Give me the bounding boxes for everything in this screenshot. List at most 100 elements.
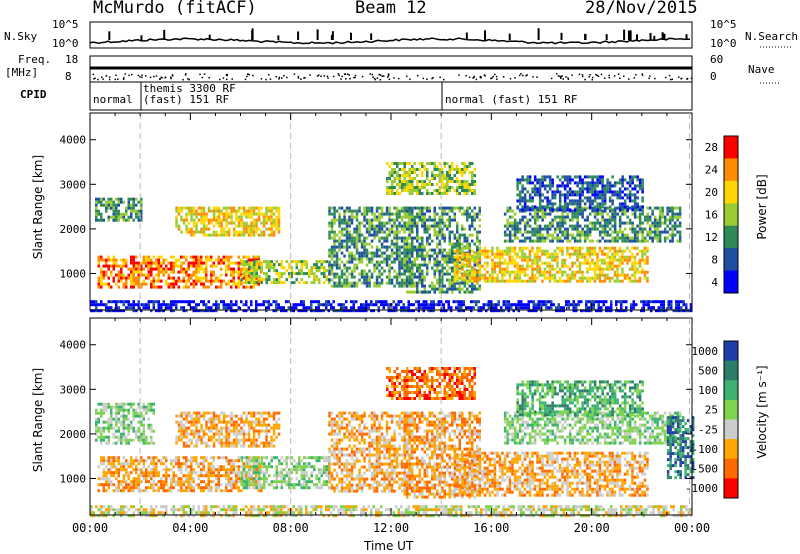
echo-cell — [643, 239, 647, 243]
echo-cell — [200, 221, 203, 225]
echo-cell — [623, 255, 627, 259]
echo-cell — [343, 278, 346, 282]
echo-cell — [486, 276, 489, 280]
echo-cell — [310, 309, 313, 313]
echo-cell — [408, 221, 411, 225]
echo-cell — [631, 279, 634, 283]
echo-cell — [586, 236, 589, 240]
echo-cell — [556, 252, 559, 256]
echo-cell — [643, 246, 647, 250]
echo-cell — [613, 236, 617, 240]
echo-cell — [422, 300, 425, 304]
echo-cell — [411, 183, 414, 186]
echo-cell — [546, 190, 549, 194]
echo-cell — [132, 264, 135, 268]
echo-cell — [177, 227, 181, 231]
echo-cell — [510, 303, 513, 307]
echo-cell — [506, 227, 509, 231]
echo-cell — [395, 248, 399, 252]
echo-cell — [375, 218, 379, 222]
echo-cell — [581, 252, 584, 256]
echo-cell — [185, 255, 188, 259]
echo-cell — [585, 300, 588, 304]
echo-cell — [262, 215, 266, 219]
echo-cell — [365, 227, 369, 231]
echo-cell — [185, 282, 188, 286]
echo-cell — [493, 255, 497, 259]
echo-cell — [628, 184, 632, 188]
nave-dot — [149, 76, 152, 79]
echo-cell — [122, 261, 125, 265]
echo-cell — [197, 303, 200, 307]
echo-cell — [345, 242, 349, 246]
echo-cell — [165, 279, 168, 283]
echo-cell — [536, 233, 539, 237]
echo-cell — [431, 287, 434, 291]
echo-cell — [458, 192, 461, 195]
echo-cell — [431, 254, 434, 258]
echo-cell — [508, 215, 512, 219]
echo-cell — [423, 263, 426, 267]
echo-cell — [685, 306, 688, 310]
echo-cell — [267, 306, 270, 310]
echo-cell — [353, 230, 356, 234]
echo-cell — [438, 233, 441, 237]
echo-cell — [578, 249, 582, 253]
echo-cell — [293, 260, 296, 264]
echo-cell — [202, 285, 205, 289]
echo-cell — [576, 181, 579, 185]
echo-cell — [461, 287, 464, 291]
echo-cell — [598, 193, 602, 197]
echo-cell — [255, 269, 258, 273]
echo-cell — [222, 227, 226, 231]
echo-cell — [242, 233, 246, 237]
echo-cell — [508, 236, 512, 240]
echo-cell — [162, 300, 165, 304]
echo-cell — [378, 263, 381, 267]
echo-cell — [483, 249, 487, 253]
echo-cell — [230, 279, 233, 283]
echo-cell — [603, 224, 607, 228]
echo-cell — [240, 212, 243, 216]
echo-cell — [275, 224, 278, 228]
echo-cell — [578, 205, 582, 209]
echo-cell — [358, 230, 361, 234]
echo-cell — [388, 233, 391, 237]
echo-cell — [245, 278, 248, 282]
echo-cell — [436, 269, 439, 273]
echo-cell — [576, 221, 579, 225]
echo-cell — [473, 189, 476, 192]
echo-cell — [633, 215, 637, 219]
echo-cell — [298, 260, 301, 264]
echo-cell — [473, 276, 477, 280]
echo-cell — [458, 276, 462, 280]
echo-cell — [400, 209, 404, 213]
echo-cell — [513, 212, 517, 216]
echo-cell — [115, 273, 118, 277]
echo-cell — [307, 306, 310, 310]
echo-cell — [516, 261, 519, 265]
echo-cell — [172, 270, 175, 274]
echo-cell — [318, 281, 321, 285]
echo-cell — [476, 236, 479, 240]
echo-cell — [563, 208, 567, 212]
echo-cell — [428, 218, 431, 222]
echo-cell — [581, 193, 584, 197]
echo-cell — [618, 205, 622, 209]
echo-cell — [642, 306, 645, 310]
echo-cell — [317, 306, 320, 310]
echo-cell — [653, 224, 657, 228]
echo-cell — [498, 252, 502, 256]
echo-cell — [350, 309, 353, 313]
echo-cell — [217, 212, 221, 216]
echo-cell — [275, 300, 278, 304]
echo-cell — [250, 209, 253, 213]
echo-cell — [645, 300, 648, 304]
echo-cell — [526, 236, 529, 240]
echo-cell — [215, 300, 218, 304]
echo-cell — [431, 239, 434, 243]
echo-cell — [252, 230, 256, 234]
echo-cell — [451, 165, 454, 168]
echo-cell — [636, 175, 639, 179]
echo-cell — [345, 236, 349, 240]
